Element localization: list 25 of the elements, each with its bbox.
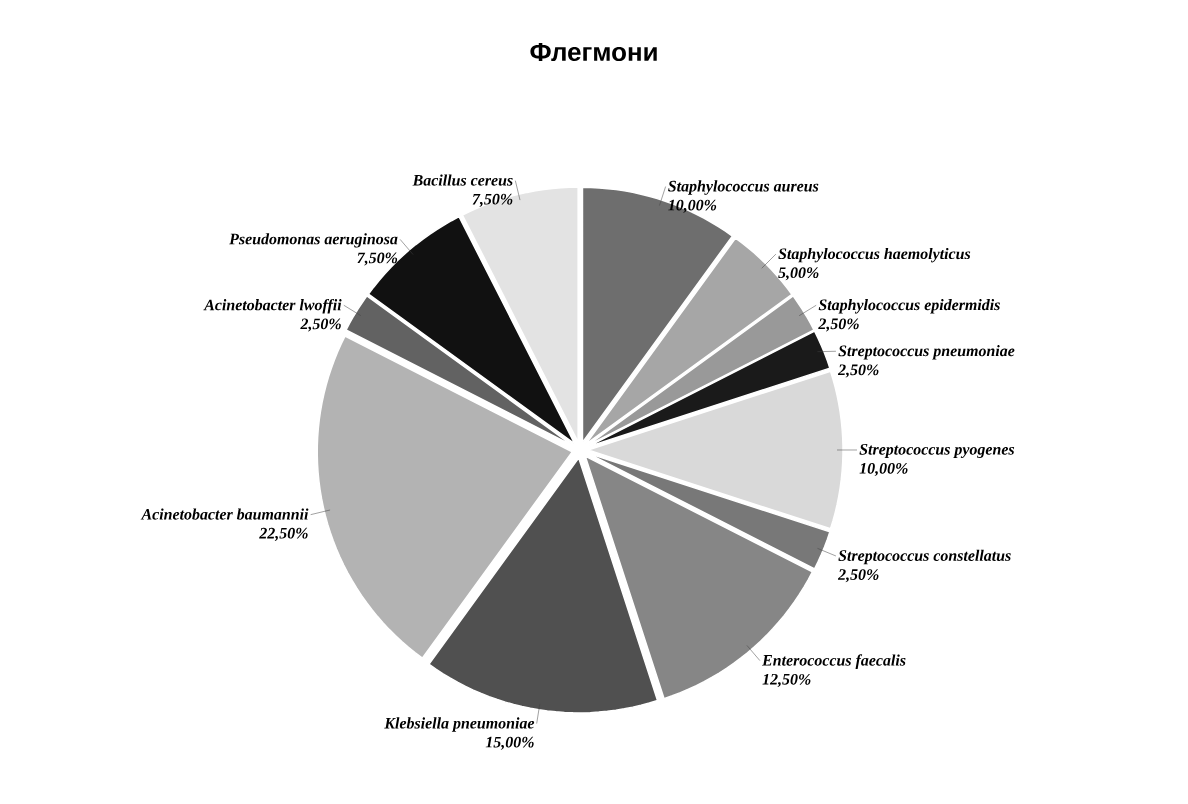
data-label: 2,50% (300, 318, 341, 332)
slice-label: Pseudomonas aeruginosa (229, 233, 398, 248)
slice-label: Enterococcus faecalis (761, 654, 906, 669)
slice-label: Bacillus cereus (412, 174, 513, 186)
data-label: 7,50% (472, 193, 513, 207)
data-label: 10,00% (859, 462, 908, 476)
slice-label: Streptococcus constellatus (838, 549, 1011, 565)
slice-label: Streptococcus pneumoniae (838, 345, 1015, 360)
data-label: 22,50% (259, 527, 308, 541)
data-label: 15,00% (485, 736, 534, 750)
chart-title: Флегмони (530, 42, 657, 62)
slice-label: Staphylococcus haemolyticus (778, 247, 971, 263)
data-label: 2,50% (837, 364, 879, 378)
data-label: 2,50% (818, 318, 859, 332)
slice-label: Staphylococcus aureus (668, 180, 819, 195)
data-label: 7,50% (357, 252, 398, 266)
data-label: 10,00% (668, 199, 717, 213)
data-label: 5,00% (778, 267, 819, 281)
slice-label: Streptococcus pyogenes (859, 444, 1015, 459)
slice-label: Staphylococcus epidermidis (818, 299, 1000, 314)
data-label: 2,50% (837, 569, 879, 583)
slice-label: Acinetobacter baumannii (140, 508, 309, 520)
data-label: 12,50% (762, 673, 811, 687)
slice-label: Klebsiella pneumoniae (384, 717, 535, 732)
slice-label: Acinetobacter lwoffii (203, 298, 342, 314)
